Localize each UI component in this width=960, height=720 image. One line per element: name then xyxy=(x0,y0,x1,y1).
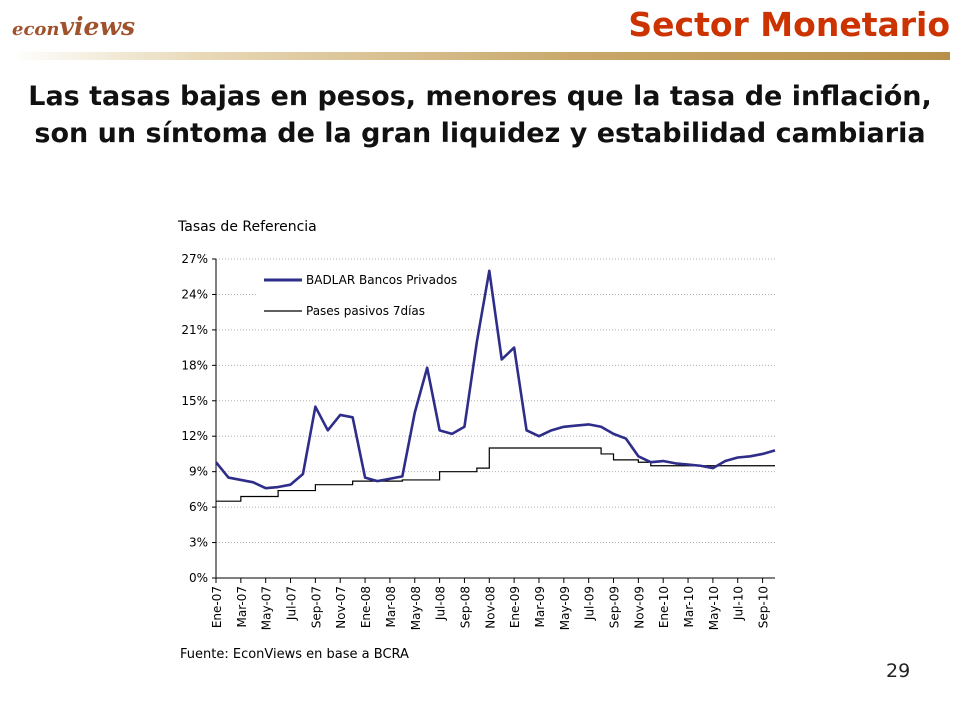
x-tick-label: Jul-08 xyxy=(434,586,448,621)
y-tick-label: 18% xyxy=(181,358,208,372)
logo-part2: views xyxy=(59,12,136,41)
page-number: 29 xyxy=(886,660,911,682)
series-badlar-line xyxy=(214,269,776,490)
x-tick-label: Nov-07 xyxy=(334,586,348,629)
x-tick-label: Ene-10 xyxy=(657,586,671,628)
x-tick-label: Mar-08 xyxy=(384,586,398,627)
y-tick-label: 6% xyxy=(189,500,208,514)
y-tick-label: 24% xyxy=(181,287,208,301)
econviews-logo: econviews xyxy=(12,12,135,41)
legend-box xyxy=(258,268,470,322)
y-tick-label: 15% xyxy=(181,394,208,408)
x-tick-label: Jul-07 xyxy=(285,586,299,621)
x-tick-label: Sep-10 xyxy=(757,586,771,628)
rates-chart: Tasas de Referencia 0% 3% 6% 9% 12% 15% 18% 21% 2… xyxy=(177,219,776,630)
headline: Las tasas bajas en pesos, menores que la… xyxy=(0,78,960,152)
x-tick-label: May-07 xyxy=(260,586,274,630)
y-tick-label: 27% xyxy=(181,252,208,266)
x-tick-label: Mar-10 xyxy=(682,586,696,627)
y-tick-label: 21% xyxy=(181,323,208,337)
headline-line2: son un síntoma de la gran liquidez y est… xyxy=(34,118,926,149)
x-tick-label: Ene-07 xyxy=(210,586,224,628)
header-bar xyxy=(10,52,950,60)
chart-title: Tasas de Referencia xyxy=(177,219,317,235)
x-tick-label: Jul-09 xyxy=(583,586,597,621)
section-title: Sector Monetario xyxy=(628,5,950,44)
x-tick-label: Jul-10 xyxy=(732,586,746,621)
x-tick-label: Mar-09 xyxy=(533,586,547,627)
logo-part1: econ xyxy=(12,19,60,40)
x-tick-label: Sep-07 xyxy=(309,586,323,628)
x-tick-label: Sep-08 xyxy=(458,586,472,628)
x-tick-label: May-08 xyxy=(409,586,423,630)
y-tick-label: 0% xyxy=(189,571,208,585)
x-tick-label: Mar-07 xyxy=(235,586,249,627)
y-tick-label: 3% xyxy=(189,536,208,550)
legend-label-badlar: BADLAR Bancos Privados xyxy=(306,273,457,287)
x-tick-label: Nov-08 xyxy=(483,586,497,629)
series-pases-line xyxy=(216,447,775,502)
y-tick-label: 12% xyxy=(181,429,208,443)
x-tick-label: May-10 xyxy=(707,586,721,630)
x-tick-label: Ene-09 xyxy=(508,586,522,628)
y-tick-label: 9% xyxy=(189,465,208,479)
headline-line1: Las tasas bajas en pesos, menores que la… xyxy=(28,81,932,112)
source-note: Fuente: EconViews en base a BCRA xyxy=(180,647,409,662)
x-tick-label: May-09 xyxy=(558,586,572,630)
x-tick-label: Nov-09 xyxy=(632,586,646,629)
x-tick-label: Sep-09 xyxy=(608,586,622,628)
legend-label-pases: Pases pasivos 7días xyxy=(306,304,425,318)
x-tick-label: Ene-08 xyxy=(359,586,373,628)
